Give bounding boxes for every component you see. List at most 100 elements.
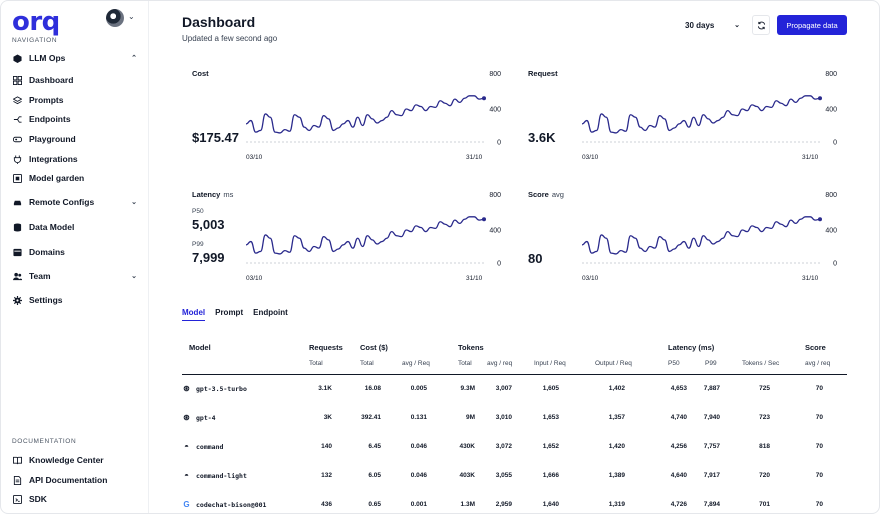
- tab-model[interactable]: Model: [182, 308, 206, 321]
- sub-header: Total: [309, 360, 323, 367]
- domains-icon: [13, 248, 22, 257]
- docs-sdk[interactable]: SDK: [13, 492, 139, 506]
- sidebar-item-endpoints[interactable]: Endpoints: [13, 112, 139, 126]
- sidebar-item-integrations[interactable]: Integrations: [13, 152, 139, 166]
- endpoints-icon: [13, 115, 22, 124]
- cell-p50: 4,256: [670, 443, 687, 450]
- y-tick-label: 800: [489, 192, 501, 199]
- sidebar-item-label: Playground: [29, 134, 76, 144]
- cell-output: 1,402: [608, 385, 625, 392]
- file-icon: [13, 475, 22, 485]
- header-model: Model: [189, 343, 211, 352]
- y-tick-label: 400: [489, 107, 501, 114]
- last-point[interactable]: [818, 217, 822, 222]
- sidebar-item-dashboard[interactable]: Dashboard: [13, 73, 139, 87]
- p99-label: P99: [192, 241, 204, 248]
- cell-tokens-avg: 3,072: [495, 443, 512, 450]
- openai-icon: ⊛: [183, 413, 190, 422]
- last-point[interactable]: [482, 96, 486, 101]
- cell-tps: 725: [759, 385, 770, 392]
- cell-p50: 4,740: [670, 414, 687, 421]
- cell-cost-avg: 0.005: [410, 385, 427, 392]
- cell-requests: 140: [321, 443, 332, 450]
- orq-logo[interactable]: orq: [12, 7, 60, 37]
- sidebar-group-team[interactable]: Team ⌄: [13, 269, 139, 283]
- sidebar-item-playground[interactable]: Playground: [13, 132, 139, 146]
- model-name: command: [196, 443, 224, 451]
- cell-cost-avg: 0.001: [410, 501, 427, 508]
- cell-cost-total: 6.05: [368, 472, 381, 479]
- x-tick-label: 03/10: [582, 275, 599, 282]
- y-tick-label: 400: [489, 228, 501, 235]
- chevron-down-icon[interactable]: ⌄: [128, 12, 135, 21]
- latency-chart: 800 400 0 03/10 31/10: [245, 192, 501, 282]
- cell-p99: 7,757: [703, 443, 720, 450]
- cell-tps: 720: [759, 472, 770, 479]
- card-label: Latency ms: [192, 190, 234, 199]
- cell-p99: 7,940: [703, 414, 720, 421]
- google-icon: G: [183, 500, 190, 509]
- chevron-up-icon[interactable]: ⌃: [131, 55, 137, 62]
- sidebar-item-model-garden[interactable]: Model garden: [13, 171, 139, 185]
- cell-output: 1,389: [608, 472, 625, 479]
- tab-endpoint[interactable]: Endpoint: [253, 308, 288, 317]
- sidebar-group-domains[interactable]: Domains: [13, 245, 139, 259]
- sub-header: avg / Req: [402, 360, 430, 367]
- team-icon: [13, 272, 22, 281]
- cell-tokens-total: 430K: [459, 443, 475, 450]
- refresh-button[interactable]: [752, 15, 770, 35]
- sidebar-group-llm-ops[interactable]: LLM Ops ⌃: [13, 51, 139, 65]
- sub-header: Total: [458, 360, 472, 367]
- cell-p99: 7,894: [703, 501, 720, 508]
- cell-tokens-total: 1.3M: [460, 501, 475, 508]
- docs-api-documentation[interactable]: API Documentation: [13, 473, 139, 487]
- sub-header: Tokens / Sec: [742, 360, 780, 367]
- page-title: Dashboard: [182, 14, 256, 30]
- chevron-down-icon: ⌄: [734, 22, 740, 29]
- model-name: gpt-3.5-turbo: [196, 385, 247, 393]
- y-tick-label: 400: [825, 107, 837, 114]
- period-select[interactable]: 30 days ⌄: [681, 15, 743, 35]
- sidebar-group-settings[interactable]: Settings: [13, 293, 139, 307]
- cost-card: Cost $175.47 800 400 0 03/10 31/10: [182, 65, 501, 177]
- sidebar-item-label: Model garden: [29, 173, 85, 183]
- sidebar-item-prompts[interactable]: Prompts: [13, 93, 139, 107]
- page-subtitle: Updated a few second ago: [182, 34, 278, 43]
- sidebar-group-data-model[interactable]: Data Model: [13, 220, 139, 234]
- tab-prompt[interactable]: Prompt: [215, 308, 244, 317]
- sidebar-item-label: Prompts: [29, 95, 64, 105]
- car-icon: [13, 198, 22, 207]
- navigation-label: NAVIGATION: [12, 37, 58, 44]
- score-card: Score avg 80 800 400 0 03/10 31/10: [518, 186, 837, 298]
- cell-tokens-avg: 2,959: [495, 501, 512, 508]
- sidebar-item-label: Dashboard: [29, 75, 74, 85]
- cost-chart: 800 400 0 03/10 31/10: [245, 71, 501, 161]
- sidebar-group-label: Domains: [29, 247, 65, 257]
- refresh-icon: [757, 21, 765, 29]
- sdk-icon: [13, 494, 22, 504]
- sidebar-group-remote-configs[interactable]: Remote Configs ⌄: [13, 195, 139, 209]
- gear-icon: [13, 295, 22, 305]
- cell-score: 70: [815, 443, 823, 450]
- sub-header: avg / req: [487, 360, 513, 367]
- last-point[interactable]: [482, 217, 486, 222]
- cell-requests: 132: [321, 472, 332, 479]
- chevron-down-icon[interactable]: ⌄: [131, 273, 137, 280]
- chevron-down-icon[interactable]: ⌄: [131, 199, 137, 206]
- sub-header: Output / Req: [595, 360, 632, 367]
- sidebar-group-label: Team: [29, 271, 51, 281]
- cell-p99: 7,887: [703, 385, 720, 392]
- last-point[interactable]: [818, 96, 822, 101]
- table-tabs: Model Prompt Endpoint: [182, 308, 288, 321]
- p50-label: P50: [192, 208, 204, 215]
- cell-p99: 7,917: [703, 472, 720, 479]
- cell-score: 70: [815, 472, 823, 479]
- x-tick-label: 31/10: [802, 154, 819, 161]
- avatar[interactable]: [106, 9, 124, 27]
- propagate-data-button[interactable]: Propagate data: [777, 15, 847, 35]
- cost-value: $175.47: [192, 130, 239, 145]
- x-tick-label: 31/10: [802, 275, 819, 282]
- p50-value: 5,003: [192, 217, 225, 232]
- docs-knowledge-center[interactable]: Knowledge Center: [13, 453, 139, 467]
- y-tick-label: 0: [833, 261, 837, 268]
